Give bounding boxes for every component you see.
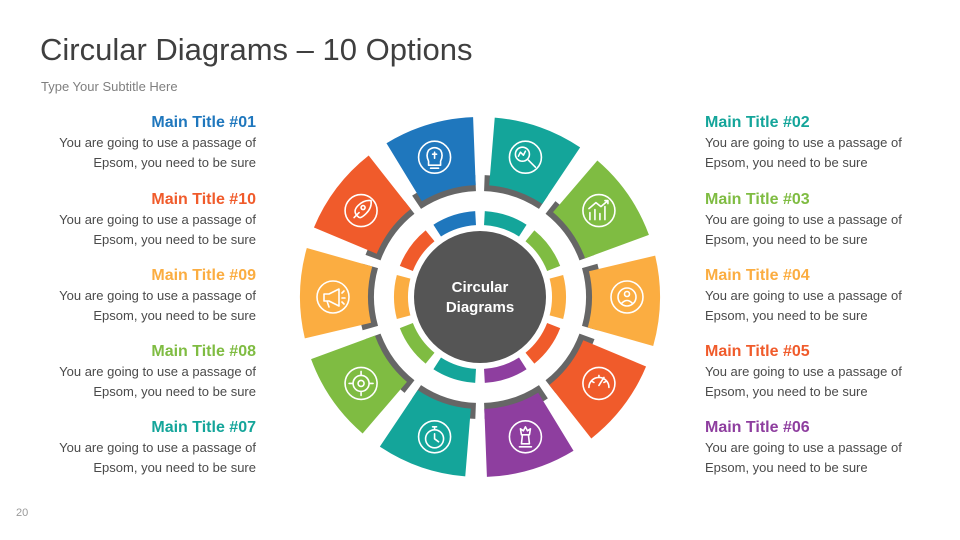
- option-06-text: Main Title #06 You are going to use a pa…: [705, 418, 915, 478]
- option-10-text: Main Title #10 You are going to use a pa…: [46, 190, 256, 250]
- slide-subtitle: Type Your Subtitle Here: [41, 79, 178, 94]
- center-label-line2: Diagrams: [446, 299, 514, 316]
- option-01-line2: Epsom, you need to be sure: [93, 155, 256, 170]
- option-10-title: Main Title #10: [151, 191, 256, 208]
- option-07-line1: You are going to use a passage of: [59, 440, 256, 455]
- icon-layer: [316, 140, 644, 454]
- inner-segment-02: [484, 211, 527, 237]
- gear-target-icon: [344, 366, 378, 401]
- option-07-title: Main Title #07: [151, 419, 256, 436]
- option-02-text: Main Title #02 You are going to use a pa…: [705, 113, 915, 173]
- option-06-line2: Epsom, you need to be sure: [705, 460, 868, 475]
- option-08-text: Main Title #08 You are going to use a pa…: [46, 342, 256, 402]
- segment-07: [379, 390, 471, 477]
- option-09-title: Main Title #09: [151, 267, 256, 284]
- option-05-title: Main Title #05: [705, 343, 810, 360]
- option-10-line1: You are going to use a passage of: [59, 212, 256, 227]
- rocket-icon: [344, 193, 378, 228]
- inner-segment-07: [433, 357, 476, 383]
- option-09-line1: You are going to use a passage of: [59, 288, 256, 303]
- option-08-line1: You are going to use a passage of: [59, 364, 256, 379]
- option-04-text: Main Title #04 You are going to use a pa…: [705, 266, 915, 326]
- center-label-line1: Circular: [452, 279, 509, 296]
- option-10-line2: Epsom, you need to be sure: [93, 232, 256, 247]
- option-07-text: Main Title #07 You are going to use a pa…: [46, 418, 256, 478]
- option-03-line1: You are going to use a passage of: [705, 212, 902, 227]
- lightbulb-puzzle-icon: [417, 140, 452, 174]
- inner-segment-10: [399, 230, 435, 271]
- speedometer-gear-icon: [582, 366, 616, 401]
- inner-segment-09: [394, 275, 411, 319]
- segment-09: [300, 247, 373, 339]
- stopwatch-icon: [417, 420, 452, 454]
- slide-title: Circular Diagrams – 10 Options: [40, 32, 473, 67]
- segment-02: [489, 117, 581, 204]
- option-03-text: Main Title #03 You are going to use a pa…: [705, 190, 915, 250]
- option-04-line1: You are going to use a passage of: [705, 288, 902, 303]
- segment-05: [549, 340, 647, 439]
- option-06-line1: You are going to use a passage of: [705, 440, 902, 455]
- option-06-title: Main Title #06: [705, 419, 810, 436]
- option-09-text: Main Title #09 You are going to use a pa…: [46, 266, 256, 326]
- option-08-line2: Epsom, you need to be sure: [93, 384, 256, 399]
- page-number: 20: [16, 507, 29, 519]
- inner-segment-08: [399, 323, 435, 364]
- option-08-title: Main Title #08: [151, 343, 256, 360]
- inner-segment-04: [549, 275, 566, 319]
- option-02-line1: You are going to use a passage of: [705, 135, 902, 150]
- option-05-line1: You are going to use a passage of: [705, 364, 902, 379]
- option-01-text: Main Title #01 You are going to use a pa…: [46, 113, 256, 173]
- option-07-line2: Epsom, you need to be sure: [93, 460, 256, 475]
- inner-segment-05: [525, 323, 561, 364]
- option-05-line2: Epsom, you need to be sure: [705, 384, 868, 399]
- megaphone-icon: [316, 280, 350, 314]
- option-09-line2: Epsom, you need to be sure: [93, 308, 256, 323]
- inner-segment-03: [525, 230, 561, 271]
- circular-diagram: Circular Diagrams: [300, 117, 660, 477]
- option-02-title: Main Title #02: [705, 114, 810, 131]
- option-04-line2: Epsom, you need to be sure: [705, 308, 868, 323]
- center-circle: [414, 231, 546, 363]
- segment-01: [386, 117, 476, 202]
- option-05-text: Main Title #05 You are going to use a pa…: [705, 342, 915, 402]
- option-02-line2: Epsom, you need to be sure: [705, 155, 868, 170]
- chess-strategy-icon: [508, 420, 543, 454]
- target-audience-icon: [610, 280, 644, 314]
- inner-segment-01: [433, 211, 476, 237]
- option-01-title: Main Title #01: [151, 114, 256, 131]
- option-04-title: Main Title #04: [705, 267, 810, 284]
- segment-03: [553, 160, 649, 259]
- inner-segment-06: [484, 357, 527, 383]
- option-01-line1: You are going to use a passage of: [59, 135, 256, 150]
- inner-ring: [394, 211, 566, 383]
- growth-chart-icon: [582, 193, 616, 228]
- segment-10: [313, 155, 411, 254]
- magnifier-chart-icon: [508, 140, 543, 174]
- option-03-line2: Epsom, you need to be sure: [705, 232, 868, 247]
- option-03-title: Main Title #03: [705, 191, 810, 208]
